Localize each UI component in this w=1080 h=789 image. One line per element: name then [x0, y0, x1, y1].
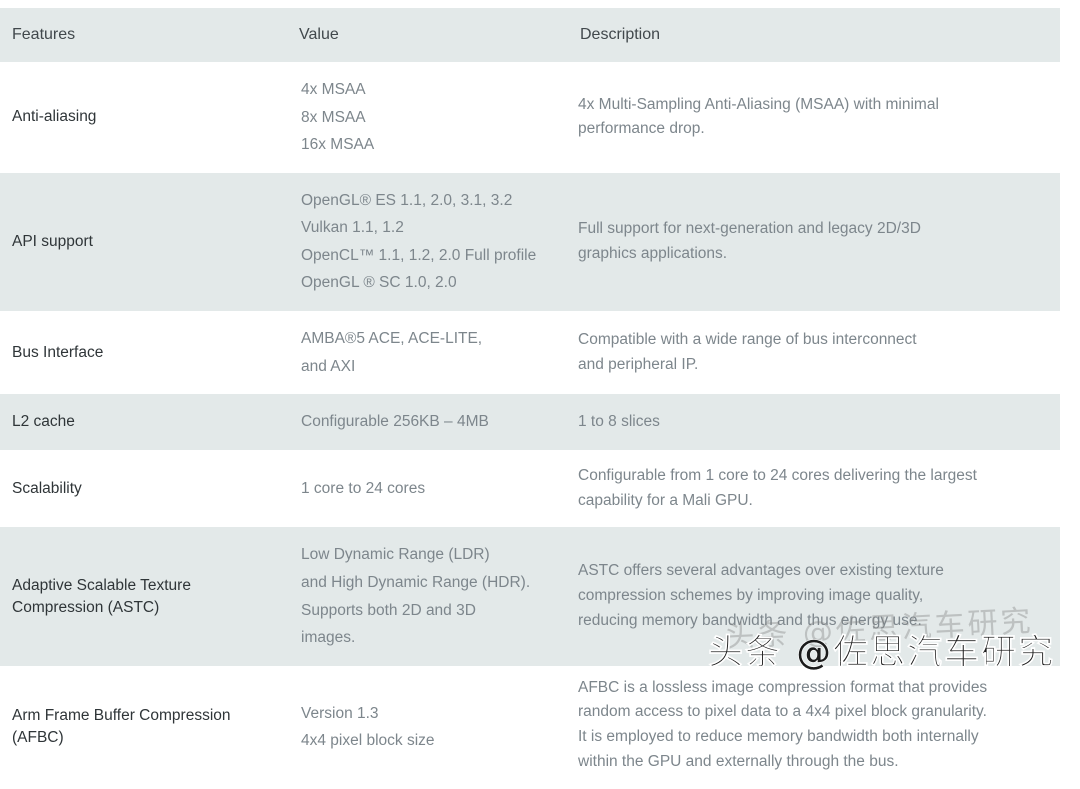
- cell-description: 1 to 8 slices: [568, 394, 1060, 450]
- cell-value-line: 8x MSAA: [301, 108, 366, 126]
- cell-feature-line: (AFBC): [12, 729, 64, 747]
- cell-description-line: Full support for next-generation and leg…: [578, 220, 921, 238]
- cell-description-line: It is employed to reduce memory bandwidt…: [578, 728, 979, 746]
- cell-description-line: and peripheral IP.: [578, 355, 699, 373]
- cell-value-line: images.: [301, 629, 356, 647]
- cell-value: OpenGL® ES 1.1, 2.0, 3.1, 3.2 Vulkan 1.1,…: [287, 172, 568, 312]
- table-row: Bus Interface AMBA®5 ACE, ACE-LITE, and AX…: [0, 311, 1060, 395]
- cell-description-line: Compatible with a wide range of bus inte…: [578, 330, 917, 348]
- cell-value: Configurable 256KB – 4MB: [287, 394, 568, 450]
- cell-description-line: graphics applications.: [578, 244, 728, 262]
- cell-description: AFBC is a lossless image compression for…: [568, 665, 1060, 789]
- cell-value-line: Vulkan 1.1, 1.2: [301, 219, 404, 237]
- cell-feature-line: Bus Interface: [12, 343, 104, 361]
- cell-value-line: OpenGL® ES 1.1, 2.0, 3.1, 3.2: [301, 191, 513, 209]
- cell-description-line: random access to pixel data to a 4x4 pix…: [578, 703, 987, 721]
- gpu-specification-table: Features Value Description Anti-aliasing…: [0, 8, 1060, 789]
- cell-description: 4x Multi-Sampling Anti-Aliasing (MSAA) w…: [568, 62, 1060, 173]
- cell-description-line: performance drop.: [578, 120, 705, 138]
- cell-value-line: and AXI: [301, 357, 356, 375]
- cell-feature: Scalability: [0, 449, 287, 528]
- cell-value-line: 16x MSAA: [301, 136, 375, 154]
- cell-description-line: ASTC offers several advantages over exis…: [578, 562, 944, 580]
- table-row: Arm Frame Buffer Compression (AFBC) Versio…: [0, 665, 1060, 789]
- cell-value-line: Version 1.3: [301, 704, 379, 722]
- cell-feature-line: Anti-aliasing: [12, 108, 97, 126]
- cell-value: Low Dynamic Range (LDR) and High Dynamic …: [287, 527, 568, 666]
- cell-feature-line: Adaptive Scalable Texture: [12, 576, 191, 594]
- cell-description-line: capability for a Mali GPU.: [578, 491, 753, 509]
- cell-description-line: AFBC is a lossless image compression for…: [578, 678, 988, 696]
- cell-feature-line: Scalability: [12, 479, 82, 497]
- table-header: Features Value Description: [0, 8, 1060, 62]
- column-header-value: Value: [287, 8, 568, 62]
- cell-description-line: 1 to 8 slices: [578, 412, 660, 430]
- table-row: Adaptive Scalable Texture Compression (AS…: [0, 527, 1060, 666]
- table-body: Anti-aliasing 4x MSAA 8x MSAA 16x MSAA 4x Mu…: [0, 62, 1060, 789]
- cell-feature-line: API support: [12, 232, 93, 250]
- cell-value: Version 1.3 4x4 pixel block size: [287, 665, 568, 789]
- cell-feature-line: Arm Frame Buffer Compression: [12, 707, 231, 725]
- table-row: Scalability 1 core to 24 cores Configurabl…: [0, 449, 1060, 528]
- cell-value: AMBA®5 ACE, ACE-LITE, and AXI: [287, 311, 568, 395]
- cell-feature: API support: [0, 172, 287, 312]
- table-row: L2 cache Configurable 256KB – 4MB 1 to 8 s…: [0, 394, 1060, 450]
- cell-value-line: 1 core to 24 cores: [301, 479, 426, 497]
- cell-feature-line: Compression (ASTC): [12, 598, 160, 616]
- cell-description: Compatible with a wide range of bus inte…: [568, 311, 1060, 395]
- cell-description-line: Configurable from 1 core to 24 cores del…: [578, 466, 977, 484]
- cell-description-line: within the GPU and externally through th…: [578, 753, 899, 771]
- cell-value: 1 core to 24 cores: [287, 449, 568, 528]
- cell-value-line: Configurable 256KB – 4MB: [301, 413, 489, 431]
- cell-value-line: Low Dynamic Range (LDR): [301, 546, 490, 564]
- cell-value-line: 4x MSAA: [301, 81, 366, 98]
- table-row: Anti-aliasing 4x MSAA 8x MSAA 16x MSAA 4x Mu…: [0, 62, 1060, 173]
- table-row: API support OpenGL® ES 1.1, 2.0, 3.1, 3.2…: [0, 172, 1060, 312]
- cell-value: 4x MSAA 8x MSAA 16x MSAA: [287, 62, 568, 173]
- table-header-row: Features Value Description: [0, 8, 1060, 62]
- cell-description: Configurable from 1 core to 24 cores del…: [568, 449, 1060, 528]
- column-header-description: Description: [568, 8, 1060, 62]
- cell-description-line: 4x Multi-Sampling Anti-Aliasing (MSAA) w…: [578, 95, 939, 113]
- cell-feature: Adaptive Scalable Texture Compression (AS…: [0, 527, 287, 666]
- cell-description-line: reducing memory bandwidth and thus energ…: [578, 611, 922, 629]
- cell-value-line: and High Dynamic Range (HDR).: [301, 573, 531, 591]
- cell-feature: Bus Interface: [0, 311, 287, 395]
- cell-value-line: OpenCL™ 1.1, 1.2, 2.0 Full profile: [301, 246, 537, 264]
- cell-value-line: AMBA®5 ACE, ACE-LITE,: [301, 330, 483, 348]
- cell-feature: Anti-aliasing: [0, 62, 287, 173]
- cell-description: Full support for next-generation and leg…: [568, 172, 1060, 312]
- cell-feature: Arm Frame Buffer Compression (AFBC): [0, 665, 287, 789]
- cell-feature-line: L2 cache: [12, 412, 75, 430]
- cell-description-line: compression schemes by improving image q…: [578, 587, 924, 605]
- column-header-features: Features: [0, 8, 287, 62]
- cell-description: ASTC offers several advantages over exis…: [568, 527, 1060, 666]
- cell-value-line: OpenGL ® SC 1.0, 2.0: [301, 274, 457, 292]
- cell-value-line: 4x4 pixel block size: [301, 732, 435, 750]
- cell-value-line: Supports both 2D and 3D: [301, 601, 476, 619]
- cell-feature: L2 cache: [0, 394, 287, 450]
